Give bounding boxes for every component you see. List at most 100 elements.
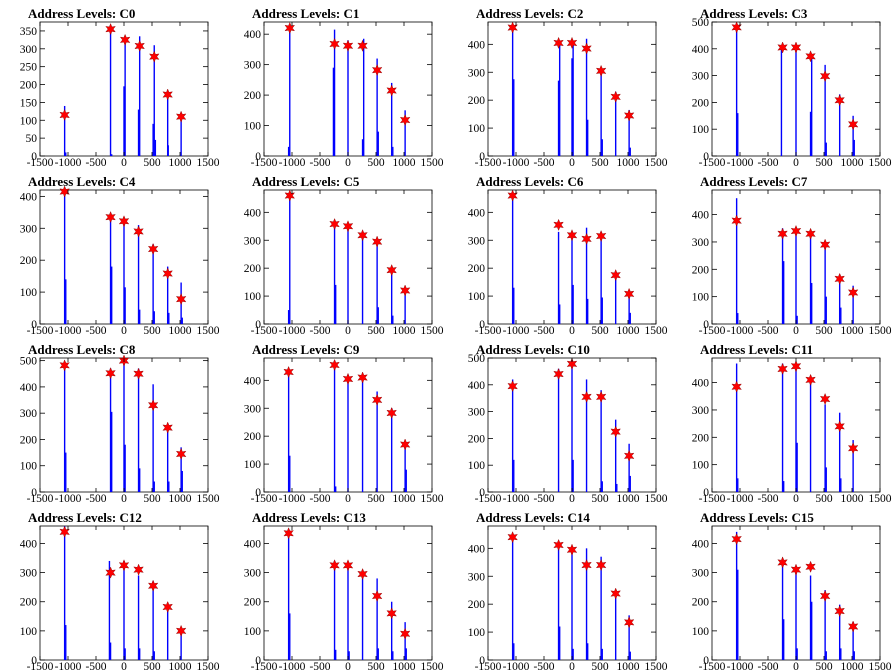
y-tick-label: 350 [20, 26, 38, 38]
x-tick-label: -1500 [699, 325, 726, 337]
chart-panel-1: Address Levels: C1-1500 -1000 -500 0 500 1000… [244, 6, 444, 169]
y-tick-label: 100 [468, 460, 486, 472]
star-marker [399, 438, 411, 451]
chart-panel-6: Address Levels: C6-1500 -1000 -500 0 500 1000… [468, 174, 668, 337]
x-tick-label: 500 [367, 661, 385, 672]
star-marker [175, 110, 187, 123]
star-marker [790, 224, 802, 238]
x-tick-label: 500 [815, 493, 833, 505]
y-tick-label: 300 [468, 407, 486, 419]
x-tick-label: -1500 [251, 661, 278, 672]
y-tick-label: 300 [244, 235, 262, 247]
x-tick-label: -1500 [699, 493, 726, 505]
star-marker [819, 392, 831, 406]
star-marker [507, 380, 518, 393]
x-tick-label: -1500 [475, 157, 502, 169]
y-tick-label: 400 [692, 538, 710, 550]
y-tick-label: 200 [692, 432, 710, 444]
x-tick-label: -1000 [279, 661, 306, 672]
star-marker [595, 230, 607, 243]
y-tick-label: 200 [468, 263, 486, 275]
chart-title: Address Levels: C8 [28, 342, 136, 357]
x-tick-label: 0 [345, 493, 351, 505]
x-tick-label: -500 [757, 157, 778, 169]
star-marker [805, 560, 816, 573]
star-marker [162, 421, 173, 434]
y-tick-label: 300 [244, 60, 262, 72]
chart-title: Address Levels: C7 [700, 174, 808, 189]
x-tick-label: 1500 [645, 157, 668, 169]
star-marker [623, 449, 635, 462]
y-tick-label: 400 [244, 375, 262, 387]
chart-title: Address Levels: C14 [476, 510, 590, 525]
star-marker [59, 185, 70, 198]
x-tick-label: -1000 [279, 325, 306, 337]
star-marker [566, 357, 578, 370]
y-tick-label: 200 [244, 263, 262, 275]
y-tick-label: 0 [255, 487, 261, 499]
x-tick-label: -1000 [55, 157, 82, 169]
star-marker [731, 214, 742, 227]
chart-title: Address Levels: C0 [28, 6, 135, 21]
x-tick-label: -1500 [251, 325, 278, 337]
star-marker [284, 189, 295, 202]
star-marker [134, 39, 145, 52]
star-marker [553, 218, 564, 231]
star-marker [105, 23, 116, 36]
x-tick-label: 1000 [617, 661, 640, 672]
x-tick-label: 1500 [645, 493, 668, 505]
x-tick-label: -1500 [475, 661, 502, 672]
x-tick-label: -1000 [503, 325, 530, 337]
star-marker [329, 37, 340, 50]
star-marker [777, 556, 788, 569]
y-tick-label: 200 [692, 597, 710, 609]
x-tick-label: -500 [757, 325, 778, 337]
chart-panel-7: Address Levels: C7-1500 -1000 -500 0 500 1000… [692, 174, 892, 337]
x-tick-label: 500 [815, 661, 833, 672]
x-tick-label: 1500 [197, 493, 220, 505]
star-marker [162, 600, 173, 614]
y-tick-label: 300 [692, 405, 710, 417]
x-tick-label: 1500 [645, 661, 668, 672]
x-tick-label: -500 [309, 325, 330, 337]
star-marker [371, 64, 383, 77]
star-marker [834, 94, 845, 107]
y-tick-label: 0 [255, 655, 261, 667]
y-tick-label: 200 [20, 80, 38, 92]
x-tick-label: 500 [591, 325, 609, 337]
x-tick-label: -1000 [503, 157, 530, 169]
x-tick-label: 500 [367, 493, 385, 505]
x-tick-label: -500 [85, 157, 106, 169]
y-tick-label: 0 [255, 151, 261, 163]
y-tick-label: 100 [244, 459, 262, 471]
chart-panel-3: Address Levels: C3-1500 -1000 -500 0 500 1000… [692, 6, 892, 169]
y-tick-label: 300 [20, 44, 38, 56]
y-tick-label: 100 [20, 626, 38, 638]
x-tick-label: -1500 [251, 493, 278, 505]
x-tick-label: -1000 [727, 493, 754, 505]
y-tick-label: 100 [692, 124, 710, 136]
x-tick-label: 1000 [393, 157, 416, 169]
y-tick-label: 300 [468, 67, 486, 79]
x-tick-label: 500 [143, 661, 161, 672]
y-tick-label: 300 [468, 235, 486, 247]
y-tick-label: 500 [468, 353, 486, 365]
star-marker [371, 235, 383, 248]
y-tick-label: 300 [20, 408, 38, 420]
y-tick-label: 300 [244, 568, 262, 580]
x-tick-label: -500 [533, 493, 554, 505]
x-tick-label: 500 [591, 493, 609, 505]
star-marker [342, 372, 354, 385]
y-tick-label: 200 [244, 597, 262, 609]
star-marker [777, 227, 788, 240]
x-tick-label: 500 [143, 325, 161, 337]
x-tick-label: 0 [345, 325, 351, 337]
star-marker [507, 21, 518, 34]
x-tick-label: 500 [143, 493, 161, 505]
star-marker [595, 390, 607, 403]
star-marker [386, 406, 397, 420]
x-tick-label: 0 [793, 493, 799, 505]
star-marker [731, 21, 742, 34]
y-tick-label: 300 [468, 571, 486, 583]
x-tick-label: -1000 [279, 493, 306, 505]
